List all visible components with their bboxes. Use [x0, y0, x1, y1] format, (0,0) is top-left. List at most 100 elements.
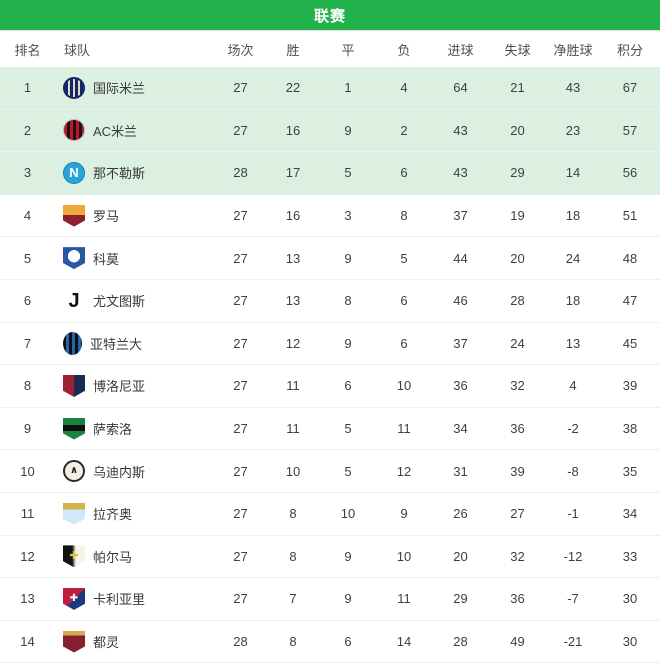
ga-cell: 32 — [489, 535, 546, 579]
team-name: 尤文图斯 — [93, 294, 146, 310]
rank-cell: 12 — [0, 535, 55, 579]
win-cell: 12 — [266, 322, 320, 366]
played-cell: 27 — [215, 236, 266, 280]
pts-cell: 45 — [600, 322, 660, 366]
gd-cell: 18 — [546, 194, 600, 238]
table-row[interactable]: 10 ∧ 乌迪内斯 27 10 5 12 31 39 -8 35 — [0, 449, 660, 493]
gf-cell: 36 — [432, 364, 489, 408]
loss-cell: 8 — [376, 194, 432, 238]
team-name: 亚特兰大 — [90, 336, 143, 352]
gd-cell: 4 — [546, 364, 600, 408]
table-row[interactable]: 8 博洛尼亚 27 11 6 10 36 32 4 39 — [0, 364, 660, 408]
table-row[interactable]: 14 都灵 28 8 6 14 28 49 -21 30 — [0, 620, 660, 663]
draw-cell: 10 — [320, 492, 376, 536]
team-name: 国际米兰 — [93, 81, 146, 97]
table-row[interactable]: 7 亚特兰大 27 12 9 6 37 24 13 45 — [0, 322, 660, 366]
ga-cell: 36 — [489, 577, 546, 621]
table-row[interactable]: 12 ✚ 帕尔马 27 8 9 10 20 32 -12 33 — [0, 535, 660, 579]
gd-cell: -1 — [546, 492, 600, 536]
team-cell: J 尤文图斯 — [55, 279, 215, 323]
rank-cell: 1 — [0, 67, 55, 110]
table-row[interactable]: 11 拉齐奥 27 8 10 9 26 27 -1 34 — [0, 492, 660, 536]
table-row[interactable]: 13 ✚ 卡利亚里 27 7 9 11 29 36 -7 30 — [0, 577, 660, 621]
column-header-gd: 净胜球 — [546, 31, 600, 67]
played-cell: 27 — [215, 407, 266, 451]
ga-cell: 27 — [489, 492, 546, 536]
loss-cell: 4 — [376, 67, 432, 110]
played-cell: 27 — [215, 535, 266, 579]
rank-cell: 3 — [0, 151, 55, 195]
gf-cell: 44 — [432, 236, 489, 280]
played-cell: 27 — [215, 364, 266, 408]
played-cell: 27 — [215, 109, 266, 153]
table-row[interactable]: 1 国际米兰 27 22 1 4 64 21 43 67 — [0, 67, 660, 110]
table-row[interactable]: 2 AC米兰 27 16 9 2 43 20 23 57 — [0, 109, 660, 153]
pts-cell: 67 — [600, 67, 660, 110]
loss-cell: 9 — [376, 492, 432, 536]
column-header-gf: 进球 — [432, 31, 489, 67]
played-cell: 27 — [215, 322, 266, 366]
win-cell: 10 — [266, 449, 320, 493]
atalanta-badge-icon — [63, 331, 82, 355]
draw-cell: 9 — [320, 236, 376, 280]
pts-cell: 33 — [600, 535, 660, 579]
table-row[interactable]: 9 萨索洛 27 11 5 11 34 36 -2 38 — [0, 407, 660, 451]
team-cell: ✚ 帕尔马 — [55, 535, 215, 579]
pts-cell: 34 — [600, 492, 660, 536]
win-cell: 16 — [266, 194, 320, 238]
table-row[interactable]: 5 科莫 27 13 9 5 44 20 24 48 — [0, 236, 660, 280]
played-cell: 28 — [215, 620, 266, 663]
sassuolo-badge-icon — [63, 417, 85, 440]
draw-cell: 6 — [320, 620, 376, 663]
column-header-team: 球队 — [55, 31, 215, 67]
gd-cell: -7 — [546, 577, 600, 621]
gf-cell: 46 — [432, 279, 489, 323]
played-cell: 27 — [215, 194, 266, 238]
loss-cell: 5 — [376, 236, 432, 280]
loss-cell: 6 — [376, 322, 432, 366]
column-header-draw: 平 — [320, 31, 376, 67]
standings-table: 排名 球队 场次胜平负进球 失球 净胜球 积分 1 国际米兰 27 22 1 4 64 21 43 67 2 A… — [0, 31, 660, 663]
loss-cell: 11 — [376, 577, 432, 621]
played-cell: 28 — [215, 151, 266, 195]
gd-cell: 14 — [546, 151, 600, 195]
team-cell: 拉齐奥 — [55, 492, 215, 536]
team-name: 那不勒斯 — [93, 166, 146, 182]
ga-cell: 32 — [489, 364, 546, 408]
ga-cell: 21 — [489, 67, 546, 110]
win-cell: 22 — [266, 67, 320, 110]
ga-cell: 49 — [489, 620, 546, 663]
pts-cell: 38 — [600, 407, 660, 451]
team-cell: 科莫 — [55, 236, 215, 280]
table-row[interactable]: 4 罗马 27 16 3 8 37 19 18 51 — [0, 194, 660, 238]
team-cell: 罗马 — [55, 194, 215, 238]
column-header-win: 胜 — [266, 31, 320, 67]
draw-cell: 1 — [320, 67, 376, 110]
rank-cell: 5 — [0, 236, 55, 280]
column-header-ga: 失球 — [489, 31, 546, 67]
team-cell: N 那不勒斯 — [55, 151, 215, 195]
team-cell: 都灵 — [55, 620, 215, 663]
pts-cell: 47 — [600, 279, 660, 323]
torino-badge-icon — [63, 630, 85, 653]
team-name: 拉齐奥 — [93, 507, 133, 523]
gf-cell: 64 — [432, 67, 489, 110]
loss-cell: 14 — [376, 620, 432, 663]
udinese-badge-icon: ∧ — [63, 460, 85, 483]
played-cell: 27 — [215, 449, 266, 493]
gf-cell: 20 — [432, 535, 489, 579]
gd-cell: 18 — [546, 279, 600, 323]
rank-cell: 2 — [0, 109, 55, 153]
ga-cell: 28 — [489, 279, 546, 323]
ga-cell: 20 — [489, 236, 546, 280]
column-header-loss: 负 — [376, 31, 432, 67]
table-row[interactable]: 3 N 那不勒斯 28 17 5 6 43 29 14 56 — [0, 151, 660, 195]
draw-cell: 6 — [320, 364, 376, 408]
team-name: 科莫 — [93, 251, 120, 267]
win-cell: 16 — [266, 109, 320, 153]
loss-cell: 11 — [376, 407, 432, 451]
win-cell: 8 — [266, 620, 320, 663]
table-row[interactable]: 6 J 尤文图斯 27 13 8 6 46 28 18 47 — [0, 279, 660, 323]
pts-cell: 57 — [600, 109, 660, 153]
